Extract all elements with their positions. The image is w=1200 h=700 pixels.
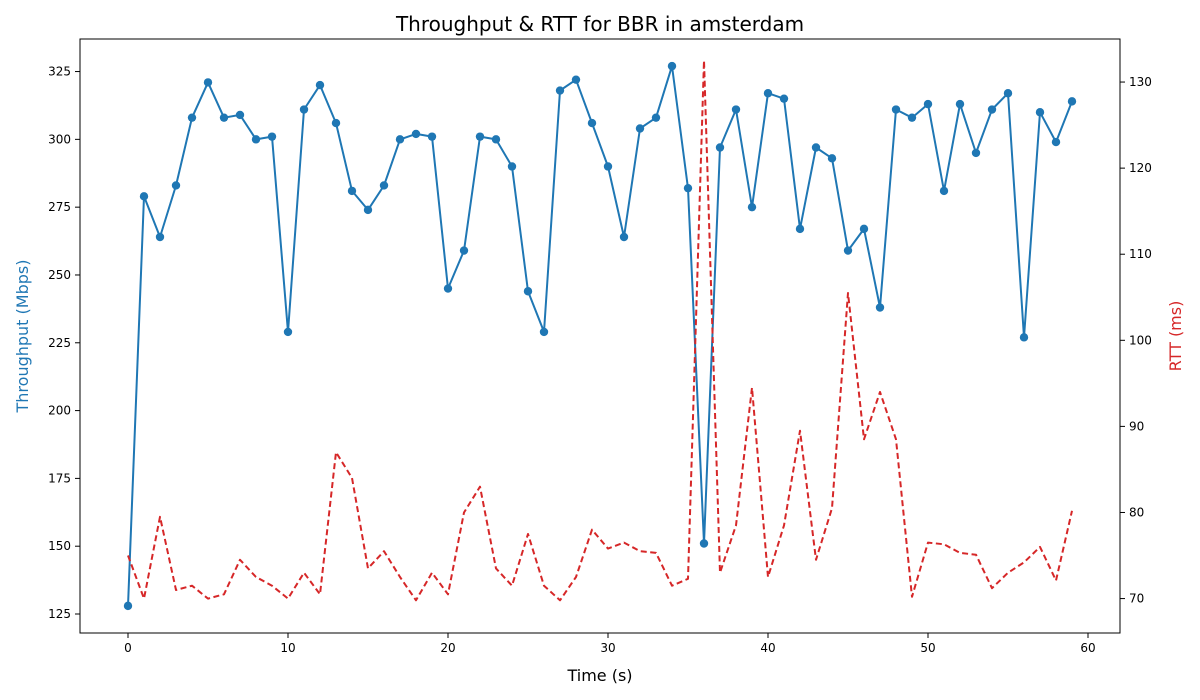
throughput-point <box>539 327 549 337</box>
throughput-point <box>187 113 197 122</box>
throughput-point <box>283 327 293 337</box>
throughput-point <box>1051 137 1061 147</box>
throughput-point <box>331 118 341 128</box>
throughput-point <box>363 205 373 215</box>
throughput-point <box>299 105 309 114</box>
y-right-tick-label: 80 <box>1129 505 1144 519</box>
throughput-point <box>571 75 581 84</box>
throughput-point <box>651 113 661 122</box>
throughput-point <box>987 105 997 114</box>
y-left-tick-label: 175 <box>48 471 71 485</box>
y-right-tick-label: 110 <box>1129 247 1152 261</box>
throughput-point <box>971 148 981 158</box>
throughput-point <box>763 89 773 98</box>
throughput-point <box>139 192 149 201</box>
throughput-point <box>587 118 597 128</box>
chart-title: Throughput & RTT for BBR in amsterdam <box>395 12 804 36</box>
throughput-point <box>603 162 613 171</box>
throughput-point <box>171 181 181 190</box>
x-tick-label: 30 <box>600 641 615 655</box>
x-tick-label: 40 <box>760 641 775 655</box>
throughput-point <box>123 601 133 611</box>
throughput-point <box>955 99 965 109</box>
throughput-point <box>267 132 277 141</box>
axes <box>75 38 1125 638</box>
throughput-point <box>315 80 325 90</box>
throughput-point <box>203 78 213 87</box>
y-left-tick-label: 200 <box>48 404 71 418</box>
throughput-series <box>123 61 1077 611</box>
y-left-tick-label: 300 <box>48 132 71 146</box>
throughput-point <box>683 183 693 193</box>
throughput-point <box>443 284 453 293</box>
x-tick-label: 20 <box>440 641 455 655</box>
throughput-point <box>411 129 421 139</box>
x-tick-label: 50 <box>920 641 935 655</box>
y-left-tick-label: 125 <box>48 607 71 621</box>
throughput-point <box>235 110 245 120</box>
throughput-point <box>251 135 261 144</box>
y-left-tick-label: 275 <box>48 200 71 214</box>
y-axis-left-label: Throughput (Mbps) <box>13 260 32 414</box>
y-left-tick-label: 325 <box>48 65 71 79</box>
throughput-point <box>891 105 901 114</box>
throughput-point <box>219 113 229 122</box>
y-right-tick-label: 90 <box>1129 419 1144 433</box>
throughput-point <box>427 132 437 141</box>
throughput-point <box>347 186 357 196</box>
throughput-point <box>555 86 565 95</box>
throughput-point <box>635 124 645 133</box>
x-axis-label: Time (s) <box>566 666 632 685</box>
throughput-point <box>731 105 741 114</box>
throughput-point <box>395 135 405 144</box>
x-tick-label: 10 <box>280 641 295 655</box>
throughput-point <box>379 181 389 190</box>
throughput-point <box>1035 108 1045 117</box>
y-right-tick-label: 130 <box>1129 75 1152 89</box>
y-left-tick-label: 225 <box>48 336 71 350</box>
y-left-tick-label: 150 <box>48 539 71 553</box>
y-right-tick-label: 100 <box>1129 333 1152 347</box>
throughput-point <box>859 224 869 234</box>
throughput-point <box>667 61 677 71</box>
y-left-tick-label: 250 <box>48 268 71 282</box>
throughput-point <box>875 303 885 312</box>
tick-labels: 0 10 20 30 40 50 60 125 150 175 200 225 250 275 300 325… <box>48 65 1152 655</box>
throughput-point <box>923 99 933 109</box>
rtt-series <box>127 59 1073 602</box>
x-tick-label: 60 <box>1080 641 1095 655</box>
throughput-point <box>715 143 725 152</box>
plot-background <box>80 39 1120 633</box>
throughput-point <box>843 246 853 255</box>
throughput-point <box>523 287 533 296</box>
throughput-point <box>811 143 821 152</box>
throughput-point <box>491 135 501 144</box>
y-right-tick-label: 120 <box>1129 161 1152 175</box>
throughput-point <box>827 154 837 163</box>
throughput-point <box>779 94 789 103</box>
throughput-point <box>155 232 165 242</box>
throughput-point <box>1019 333 1029 342</box>
throughput-point <box>475 132 485 141</box>
throughput-point <box>619 232 629 242</box>
throughput-point <box>747 202 757 212</box>
x-tick-label: 0 <box>124 641 132 655</box>
throughput-point <box>907 113 917 122</box>
throughput-point <box>459 246 469 255</box>
throughput-point <box>507 162 517 171</box>
y-axis-right-label: RTT (ms) <box>1166 301 1185 372</box>
throughput-point <box>795 224 805 234</box>
y-right-tick-label: 70 <box>1129 592 1144 606</box>
rtt-line <box>127 59 1073 602</box>
throughput-point <box>699 539 709 548</box>
throughput-point <box>1067 97 1077 106</box>
throughput-point <box>1003 89 1013 98</box>
plot-frame <box>79 38 1121 634</box>
throughput-point <box>939 186 949 196</box>
